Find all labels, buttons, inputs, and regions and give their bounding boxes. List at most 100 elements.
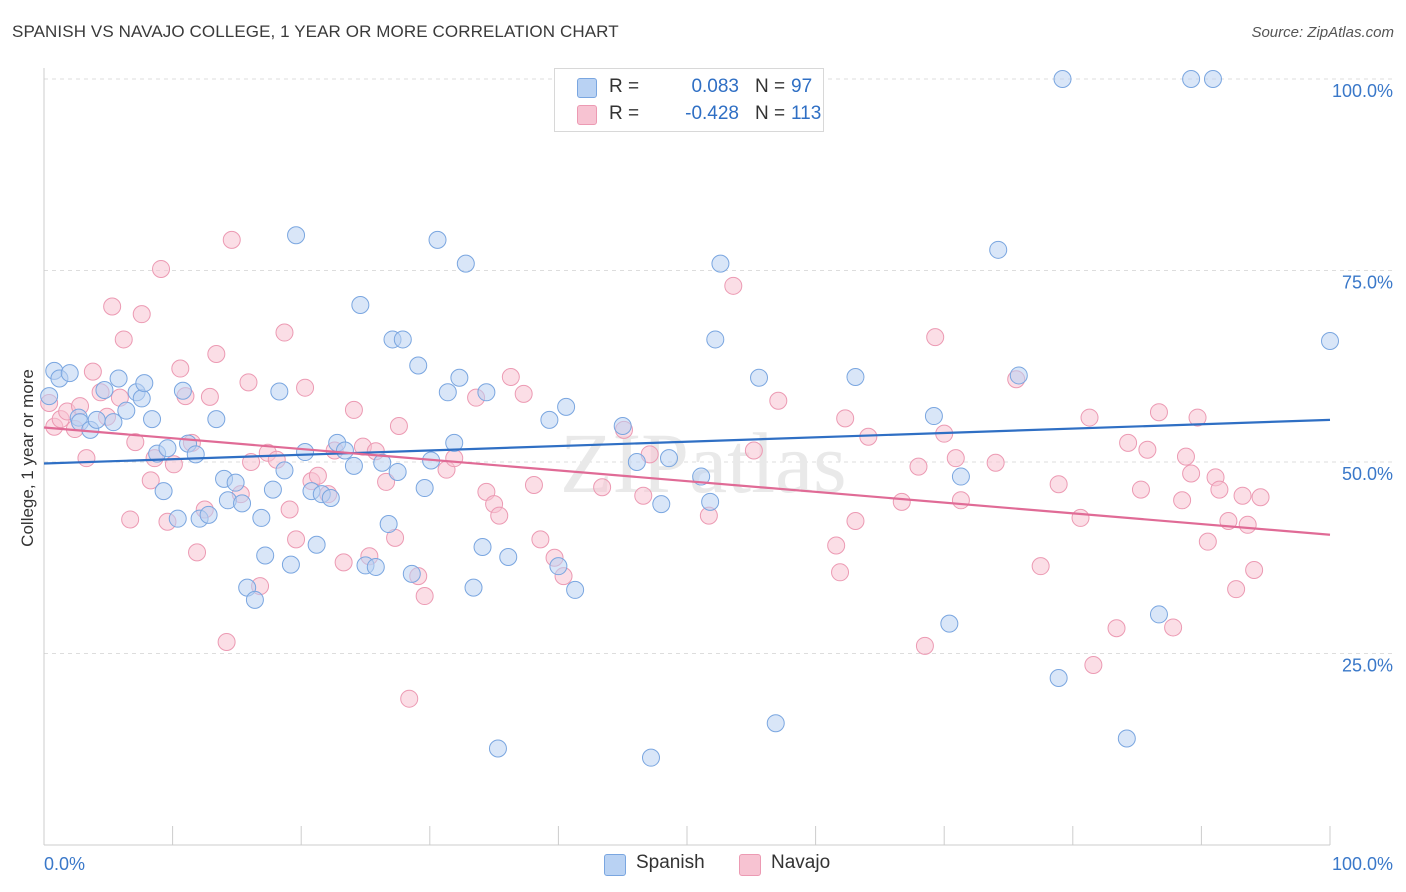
navajo-point [344,400,363,419]
n-label: N = [755,103,786,124]
spanish-series [40,70,1339,767]
spanish-point [154,482,173,501]
spanish-point [438,383,457,402]
spanish-point [951,467,970,486]
navajo-point [1188,408,1207,427]
spanish-point [351,295,370,314]
spanish-point [1053,70,1072,88]
navajo-legend-label: Navajo [771,852,831,873]
spanish-point [652,495,671,514]
navajo-legend-swatch [739,854,761,876]
spanish-point [557,397,576,416]
spanish-point [692,467,711,486]
spanish-point [1182,70,1201,88]
navajo-point [827,536,846,555]
navajo-point [287,530,306,549]
spanish-point [456,254,475,273]
navajo-point [275,323,294,342]
spanish-point [321,489,340,508]
navajo-point [280,500,299,519]
navajo-point [1173,491,1192,510]
spanish-point [499,547,518,566]
navajo-point [400,689,419,708]
spanish-trend-line [43,418,1331,465]
navajo-point [296,378,315,397]
spanish-point [540,410,559,429]
navajo-point [445,449,464,468]
navajo-point [951,491,970,510]
spanish-point [87,410,106,429]
spanish-point [281,555,300,574]
chart-title: SPANISH VS NAVAJO COLLEGE, 1 YEAR OR MOR… [12,22,619,41]
spanish-point [766,714,785,733]
navajo-point [836,409,855,428]
spanish-legend-swatch [604,854,626,876]
spanish-point [95,380,114,399]
navajo-point [846,511,865,530]
spanish-point [168,509,187,528]
r-value: -0.428 [685,103,739,124]
spanish-point [711,254,730,273]
navajo-swatch [577,105,597,125]
n-value: 113 [791,103,822,124]
trend-lines [43,418,1331,536]
spanish-point [402,564,421,583]
spanish-point [393,330,412,349]
y-tick-label: 50.0% [1342,464,1393,484]
navajo-point [1227,580,1246,599]
navajo-point [132,305,151,324]
spanish-point [1009,366,1028,385]
spanish-point [199,505,218,524]
navajo-point [377,472,396,491]
spanish-point [252,508,271,527]
spanish-point [450,368,469,387]
spanish-point [1149,605,1168,624]
spanish-point [40,387,59,406]
spanish-point [256,546,275,565]
spanish-point [627,453,646,471]
navajo-point [334,553,353,572]
navajo-point [1084,655,1103,674]
navajo-point [490,506,509,525]
navajo-point [593,478,612,497]
navajo-point [1071,508,1090,527]
navajo-point [200,387,219,406]
y-axis-label: College, 1 year or more [18,369,37,547]
spanish-point [109,369,128,388]
navajo-point [1119,433,1138,452]
navajo-point [1138,440,1157,459]
source-label: Source: ZipAtlas.com [1251,24,1394,41]
navajo-point [1210,480,1229,499]
y-tick-label: 75.0% [1342,273,1393,293]
correlation-legend: R = 0.083 N = 97 R = -0.428 N = 113 [554,68,824,132]
r-value: 0.083 [691,76,739,97]
spanish-point [158,439,177,458]
watermark-text: ZIPatlas [560,415,847,511]
navajo-point [514,384,533,403]
spanish-point [428,230,447,249]
spanish-point [566,580,585,599]
navajo-point [415,587,434,606]
navajo-point [1049,475,1068,494]
spanish-legend-label: Spanish [636,852,705,873]
spanish-point [245,590,264,609]
spanish-point [477,383,496,402]
spanish-point [335,441,354,460]
navajo-point [1198,532,1217,551]
navajo-point [831,563,850,582]
navajo-point [1149,403,1168,422]
navajo-point [83,362,102,381]
navajo-point [1182,464,1201,483]
navajo-point [77,449,96,468]
spanish-point [373,453,392,472]
spanish-point [1203,70,1222,88]
navajo-point [308,466,327,485]
y-tick-label: 100.0% [1332,81,1393,101]
navajo-point [524,475,543,494]
spanish-point [344,456,363,475]
spanish-point [233,494,252,513]
spanish-point [706,330,725,349]
grid-lines [44,78,1395,654]
spanish-point [104,413,123,432]
